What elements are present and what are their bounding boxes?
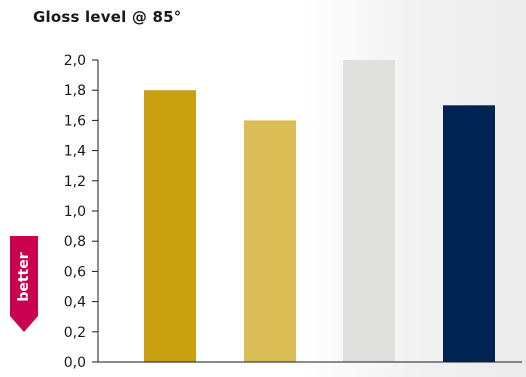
y-tick-label: 0,2 [64,325,86,341]
bar-2 [244,120,296,363]
bar-4 [443,105,495,363]
y-tick-label: 2,0 [64,53,86,69]
y-tick-label: 1,2 [64,174,86,190]
bar-3 [343,60,395,362]
y-tick-label: 1,0 [64,204,86,220]
bar-1 [144,90,196,362]
y-tick-label: 0,4 [64,295,86,311]
y-tick-label: 1,4 [64,144,86,160]
y-tick-label: 1,6 [64,113,86,129]
better-label: better [16,252,32,302]
y-tick-label: 0,0 [64,355,86,371]
chart-title: Gloss level @ 85° [33,8,182,26]
bars [144,60,495,363]
y-tick-label: 0,8 [64,234,86,250]
y-axis-ticks: 0,0 0,2 0,4 0,6 0,8 1,0 1,2 1,4 1,6 1,8 2,0 [64,53,98,371]
y-tick-label: 0,6 [64,264,86,280]
y-tick-label: 1,8 [64,83,86,99]
better-arrow-badge [10,236,38,332]
